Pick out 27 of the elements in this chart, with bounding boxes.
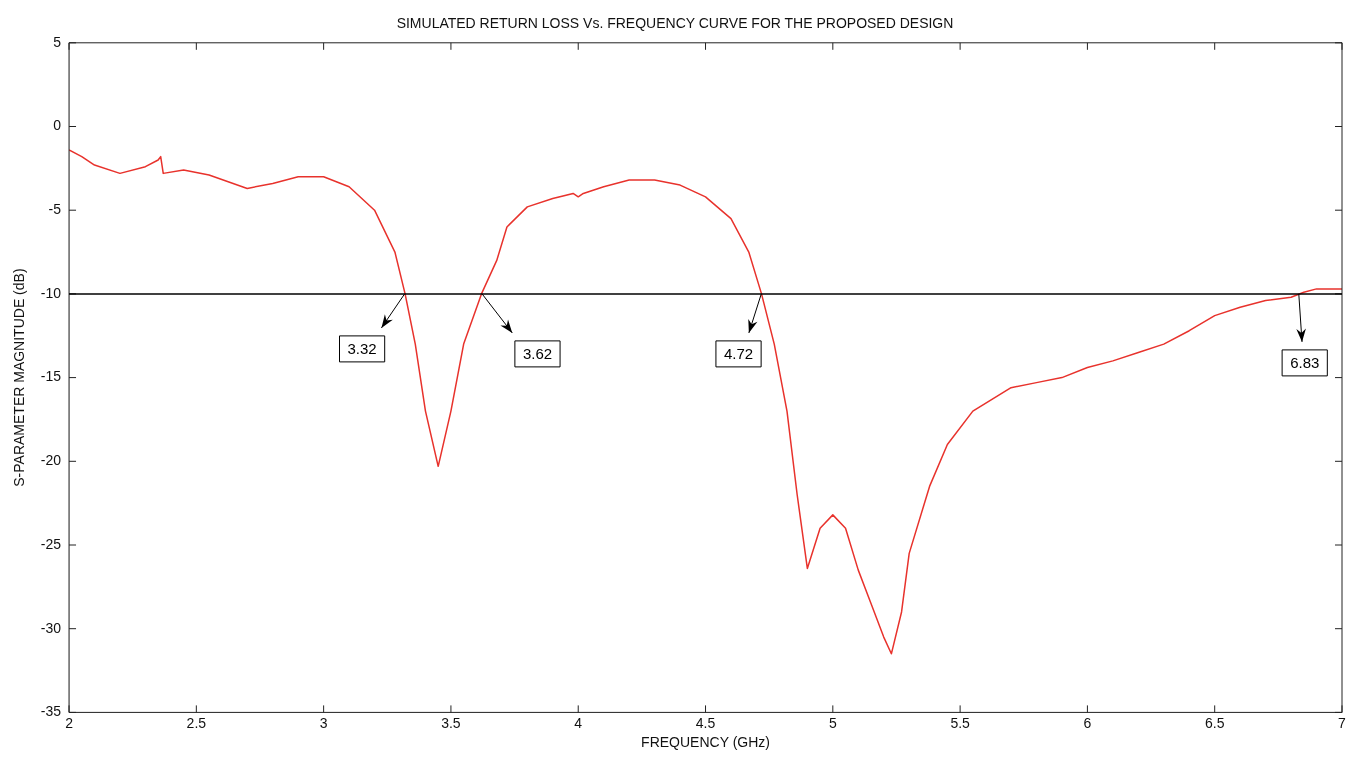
y-tick-label: -20 — [40, 452, 62, 469]
x-tick-label: 6.5 — [1204, 714, 1225, 731]
annotation: 6.83 — [1290, 354, 1320, 372]
x-tick-label: 3.5 — [441, 714, 461, 731]
y-tick-label: -15 — [40, 368, 62, 385]
x-tick-label: 5 — [828, 714, 837, 731]
x-tick-label: 5.5 — [950, 714, 971, 731]
y-tick-label: -35 — [40, 703, 62, 720]
x-tick-label: 2.5 — [186, 714, 207, 731]
x-tick-label: 4.5 — [695, 714, 716, 731]
chart-title: SIMULATED RETURN LOSS Vs. FREQUENCY CURVE FOR THE PROPOSED DESIGN — [396, 15, 954, 32]
x-tick-label: 2 — [65, 714, 74, 731]
x-tick-label: 7 — [1338, 714, 1347, 731]
x-tick-label: 3 — [319, 714, 328, 731]
y-tick-label: 5 — [53, 33, 62, 50]
x-axis-title: FREQUENCY (GHz) — [641, 734, 770, 751]
y-tick-label: 0 — [53, 117, 62, 134]
x-tick-label: 4 — [574, 714, 583, 731]
annotation: 3.62 — [522, 345, 553, 363]
y-tick-label: -30 — [40, 619, 62, 636]
y-tick-label: -10 — [40, 284, 62, 301]
y-axis-title: S-PARAMETER MAGNITUDE (dB) — [11, 268, 28, 487]
annotation: 3.32 — [347, 340, 377, 358]
annotation: 4.72 — [723, 345, 754, 363]
y-tick-label: -25 — [40, 535, 62, 552]
y-tick-label: -5 — [48, 201, 62, 218]
x-tick-label: 6 — [1083, 714, 1092, 731]
